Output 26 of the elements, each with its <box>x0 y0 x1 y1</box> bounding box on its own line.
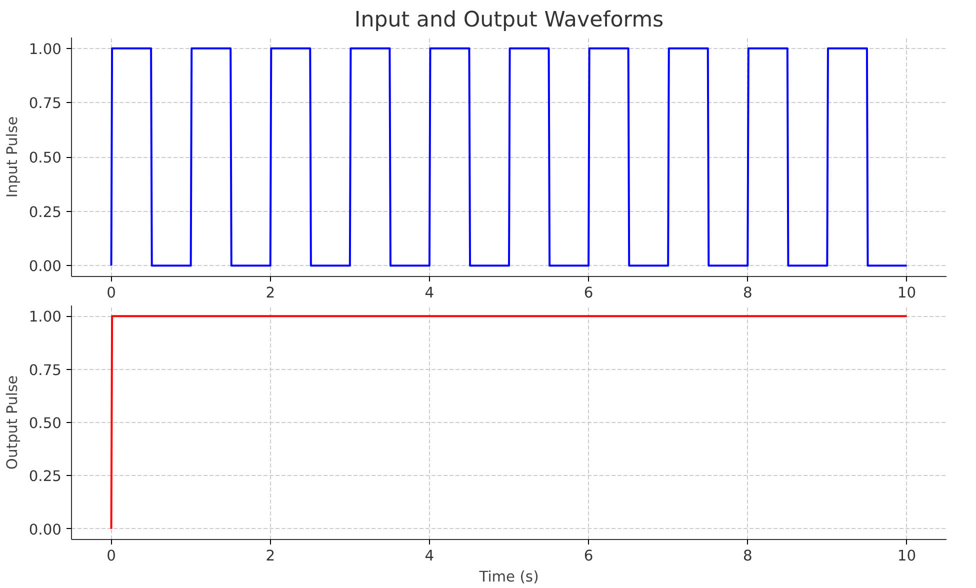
x-tick-label: 10 <box>897 548 916 564</box>
x-tick-label: 4 <box>424 548 434 564</box>
chart-title: Input and Output Waveforms <box>354 8 664 32</box>
y-tick-label: 0.75 <box>28 362 62 379</box>
y-tick-label: 0.00 <box>28 521 62 538</box>
x-tick-label: 10 <box>897 284 916 302</box>
y-tick-label: 1.00 <box>28 308 62 326</box>
x-tick-label: 6 <box>584 548 594 564</box>
y-tick-label: 0.25 <box>28 468 62 486</box>
x-tick-label: 8 <box>742 284 752 302</box>
y-axis-title: Output Pulse <box>4 375 21 470</box>
y-tick-label: 0.00 <box>28 258 62 276</box>
x-tick-label: 2 <box>266 284 276 302</box>
x-tick-label: 0 <box>106 548 116 564</box>
x-tick-label: 4 <box>424 284 434 302</box>
x-tick-label: 8 <box>742 548 752 564</box>
y-tick-label: 0.75 <box>28 95 62 112</box>
x-tick-label: 6 <box>584 284 594 302</box>
y-tick-label: 0.50 <box>28 150 62 166</box>
y-axis-title: Input Pulse <box>4 116 21 198</box>
x-tick-label: 2 <box>266 548 276 564</box>
x-axis-title: Time (s) <box>478 568 539 586</box>
y-tick-label: 1.00 <box>28 40 62 58</box>
y-tick-label: 0.25 <box>28 204 62 221</box>
x-tick-label: 0 <box>106 284 116 302</box>
y-tick-label: 0.50 <box>28 415 62 432</box>
